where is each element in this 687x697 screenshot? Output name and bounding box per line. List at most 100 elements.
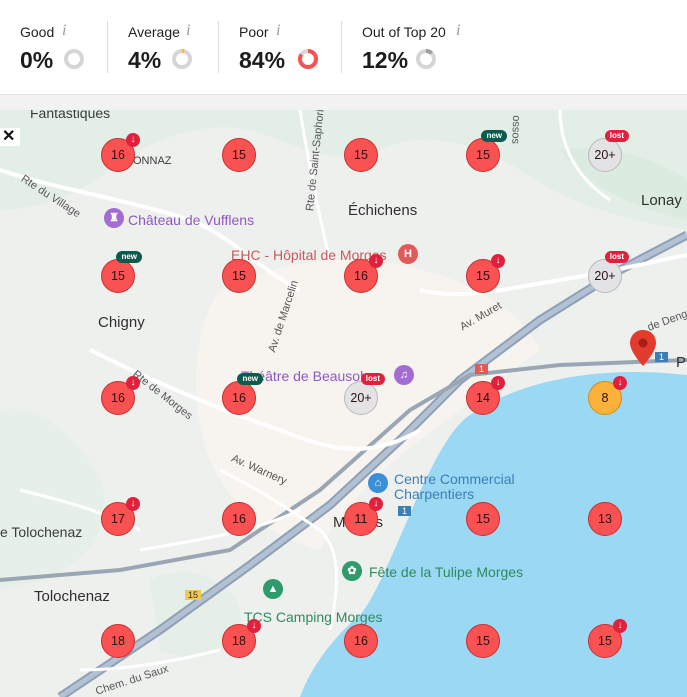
road [139,508,301,552]
rank-pin[interactable]: 18 [101,624,135,658]
rank-pin[interactable]: 15 [222,138,256,172]
rank-pin[interactable]: 15 [466,624,500,658]
info-icon[interactable]: i [62,22,67,39]
rank-value: 20+ [594,269,616,283]
rank-value: 16 [354,269,368,283]
map-view[interactable]: Fantastiques ONNAZ Échichens Lonay Chign… [0,110,687,697]
road-shield: 1 [398,506,412,516]
rank-pin[interactable]: 15 new [101,251,142,293]
stat-label: Average [128,24,180,40]
rank-value: 20+ [594,148,616,162]
flower-icon[interactable]: ✿ [342,561,362,581]
close-button[interactable]: ✕ [0,128,20,146]
rank-pin[interactable]: 16 ↓ [101,376,140,415]
rank-value: 16 [232,512,246,526]
rank-value: 15 [598,634,612,648]
rank-pin[interactable]: 20+ lost [588,251,629,293]
rank-pin[interactable]: 16 ↓ [101,133,140,172]
donut-fill [172,49,192,69]
info-icon[interactable]: i [456,22,461,39]
rank-pin[interactable]: 15 ↓ [588,619,627,658]
lost-badge: lost [604,130,629,142]
rank-value: 18 [111,634,125,648]
camping-icon[interactable]: ▲ [263,579,283,599]
info-icon[interactable]: i [186,22,191,39]
road [89,348,422,451]
divider [341,21,342,73]
rank-value: 11 [354,512,368,526]
arrow-down-icon: ↓ [613,376,627,390]
rank-pin[interactable]: 16 [344,624,378,658]
hospital-icon[interactable]: H [398,244,418,264]
new-badge: new [481,130,507,142]
stat-label: Out of Top 20 [362,24,446,40]
rank-pin[interactable]: 15 ↓ [466,254,505,293]
rank-pin[interactable]: 20+ lost [588,130,629,172]
poi-label[interactable]: Centre Commercial [394,471,515,487]
rank-value: 15 [476,148,490,162]
poi-label[interactable]: Théâtre de Beausobre [241,368,381,384]
rank-value: 16 [232,391,246,405]
divider [107,21,108,73]
rank-value: 16 [111,391,125,405]
rank-pin[interactable]: 16 ↓ [344,254,383,293]
place-label: Fantastiques [30,110,111,121]
place-label: Chigny [98,314,145,331]
donut-icon [298,49,318,69]
place-label: Échichens [348,202,418,219]
shopping-icon[interactable]: ⌂ [368,473,388,493]
rank-pin[interactable]: 15 [344,138,378,172]
castle-icon[interactable]: ♜ [104,208,124,228]
rank-value: 15 [476,512,490,526]
arrow-down-icon: ↓ [491,376,505,390]
location-pin-icon[interactable] [630,330,656,366]
poi-label[interactable]: TCS Camping Morges [244,609,383,625]
poi-label[interactable]: Château de Vufflens [128,212,255,228]
rank-pin[interactable]: 15 [466,502,500,536]
poi-label[interactable]: EHC - Hôpital de Morges [231,247,387,263]
theatre-icon[interactable]: ♫ [394,365,414,385]
arrow-down-icon: ↓ [613,619,627,633]
street-label: sosso [509,115,522,145]
place-label: P [676,354,687,371]
rank-pin[interactable]: 15 [222,259,256,293]
rank-pin[interactable]: 16 [222,502,256,536]
new-badge: new [237,373,263,385]
donut-fill [298,49,318,69]
rank-value: 16 [354,634,368,648]
road-shield: 1 [655,352,669,362]
rank-pin[interactable]: 8 ↓ [588,376,627,415]
rank-value: 13 [598,512,612,526]
new-badge: new [116,251,142,263]
rank-pin[interactable]: 20+ lost [344,373,385,415]
info-icon[interactable]: i [276,22,281,39]
poi-label[interactable]: Charpentiers [394,486,475,502]
rank-pin[interactable]: 13 [588,502,622,536]
rank-value: 15 [476,269,490,283]
lost-badge: lost [360,373,385,385]
lake [300,371,687,697]
arrow-down-icon: ↓ [369,254,383,268]
road [419,253,687,297]
arrow-down-icon: ↓ [369,497,383,511]
road [219,468,338,631]
rank-pin[interactable]: 15 new [466,130,507,172]
rank-pin[interactable]: 11 ↓ [344,497,383,536]
rank-pin[interactable]: 16 new [222,373,263,415]
rank-pin[interactable]: 14 ↓ [466,376,505,415]
road [298,110,332,261]
rank-pin[interactable]: 18 ↓ [222,619,261,658]
divider [218,21,219,73]
rank-value: 15 [232,148,246,162]
stat-label: Poor [239,24,269,40]
arrow-down-icon: ↓ [126,133,140,147]
rank-value: 20+ [350,391,372,405]
donut-track [172,49,192,69]
poi-label[interactable]: Fête de la Tulipe Morges [369,564,524,580]
rank-value: 15 [111,269,125,283]
rank-pin[interactable]: 17 ↓ [101,497,140,536]
rank-value: 16 [111,148,125,162]
rank-value: 15 [354,148,368,162]
road-shield: 15 [185,590,202,600]
donut-icon [64,49,84,69]
